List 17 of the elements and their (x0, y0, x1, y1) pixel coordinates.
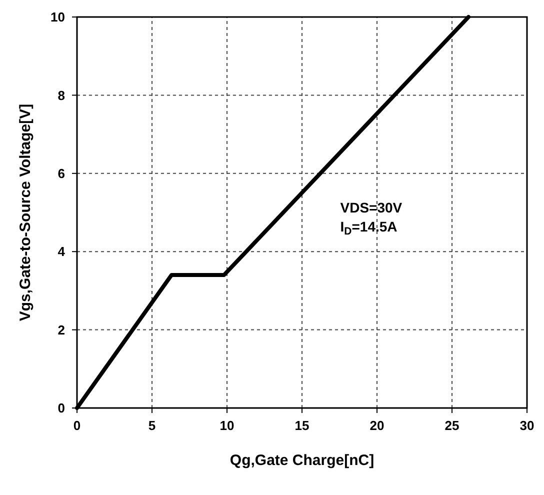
y-tick-label: 0 (58, 400, 65, 416)
y-tick-label: 2 (58, 322, 65, 338)
x-axis-title: Qg,Gate Charge[nC] (230, 452, 374, 469)
x-tick-label: 5 (148, 418, 156, 433)
x-tick-label: 0 (73, 418, 81, 433)
y-tick-label: 4 (58, 244, 66, 260)
y-axis-title: Vgs,Gate-to-Source Voltage[V] (17, 104, 34, 322)
annotation: I$_{D}$=14.5A (340, 218, 398, 238)
x-tick-label: 15 (294, 418, 310, 433)
annotation: VDS=30V (340, 200, 403, 216)
x-tick-label: 10 (220, 418, 234, 433)
y-tick-label: 6 (58, 166, 65, 181)
x-tick-label: 20 (370, 418, 384, 433)
x-tick-label: 25 (444, 418, 460, 433)
y-tick-label: 10 (50, 10, 65, 25)
y-tick-label: 8 (58, 88, 65, 103)
x-tick-label: 30 (520, 418, 534, 433)
